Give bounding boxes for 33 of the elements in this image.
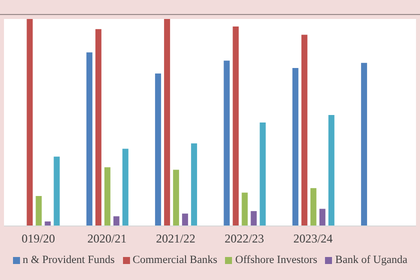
legend-label: Offshore Investors bbox=[234, 254, 318, 266]
bar bbox=[232, 26, 239, 226]
bar bbox=[328, 115, 334, 226]
legend-label: Bank of Uganda bbox=[334, 254, 408, 266]
bar bbox=[319, 208, 326, 226]
bar bbox=[113, 216, 120, 226]
x-tick-label: 2022/23 bbox=[224, 232, 264, 246]
bar bbox=[260, 122, 266, 226]
legend-label: Commercial Banks bbox=[132, 254, 218, 266]
bar bbox=[155, 73, 162, 226]
bar bbox=[122, 148, 128, 226]
bar bbox=[86, 52, 92, 226]
legend-label: n & Provident Funds bbox=[22, 254, 115, 266]
bar bbox=[182, 214, 188, 226]
bar bbox=[36, 196, 42, 226]
bar bbox=[191, 143, 198, 226]
bar bbox=[361, 62, 368, 226]
bar bbox=[54, 156, 60, 226]
bar bbox=[95, 29, 102, 226]
bar bbox=[310, 188, 316, 226]
x-tick-label: 2021/22 bbox=[156, 232, 196, 246]
bar bbox=[224, 60, 230, 226]
bar bbox=[26, 19, 33, 226]
bar bbox=[173, 170, 180, 226]
x-tick-label: 2020/21 bbox=[87, 232, 127, 246]
bar bbox=[242, 192, 248, 226]
bar bbox=[250, 211, 257, 226]
x-tick-label: 019/20 bbox=[22, 232, 56, 246]
x-tick-label: 2023/24 bbox=[293, 232, 333, 246]
bar bbox=[301, 34, 308, 226]
bar bbox=[292, 68, 298, 226]
bar bbox=[164, 19, 170, 226]
bar bbox=[104, 167, 110, 226]
